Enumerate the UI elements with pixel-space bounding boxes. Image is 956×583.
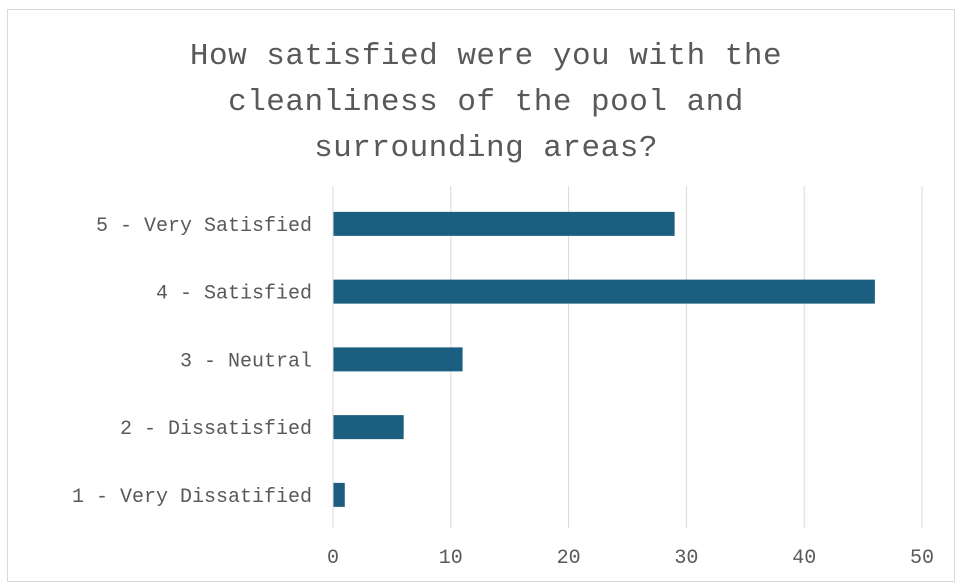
gridlines [450,186,923,528]
category-labels: 5 - Very Satisfied 4 - Satisfied 3 - Neutr… [72,215,312,509]
chart-title-line-3: surrounding areas? [314,131,658,166]
category-label: 1 - Very Dissatified [72,486,312,509]
bars [333,211,875,507]
x-tick-label: 10 [439,547,463,570]
bar-4 [333,415,404,440]
bar-5 [333,482,345,507]
x-axis-ticks: 0 10 20 30 40 50 [327,547,934,570]
bar-2 [333,279,875,304]
x-tick-label: 0 [327,547,339,570]
x-tick-label: 30 [674,547,698,570]
category-label: 3 - Neutral [180,350,312,373]
x-tick-label: 20 [557,547,581,570]
chart-title-line-1: How satisfied were you with the [189,39,783,74]
bar-1 [333,211,675,236]
chart-title-line-2: cleanliness of the pool and [228,85,744,120]
category-label: 4 - Satisfied [156,283,312,306]
category-label: 5 - Very Satisfied [96,215,312,238]
chart-title: How satisfied were you with the cleanlin… [0,34,956,172]
x-tick-label: 50 [910,547,934,570]
bar-3 [333,347,463,372]
category-label: 2 - Dissatisfied [120,418,312,441]
x-tick-label: 40 [792,547,816,570]
